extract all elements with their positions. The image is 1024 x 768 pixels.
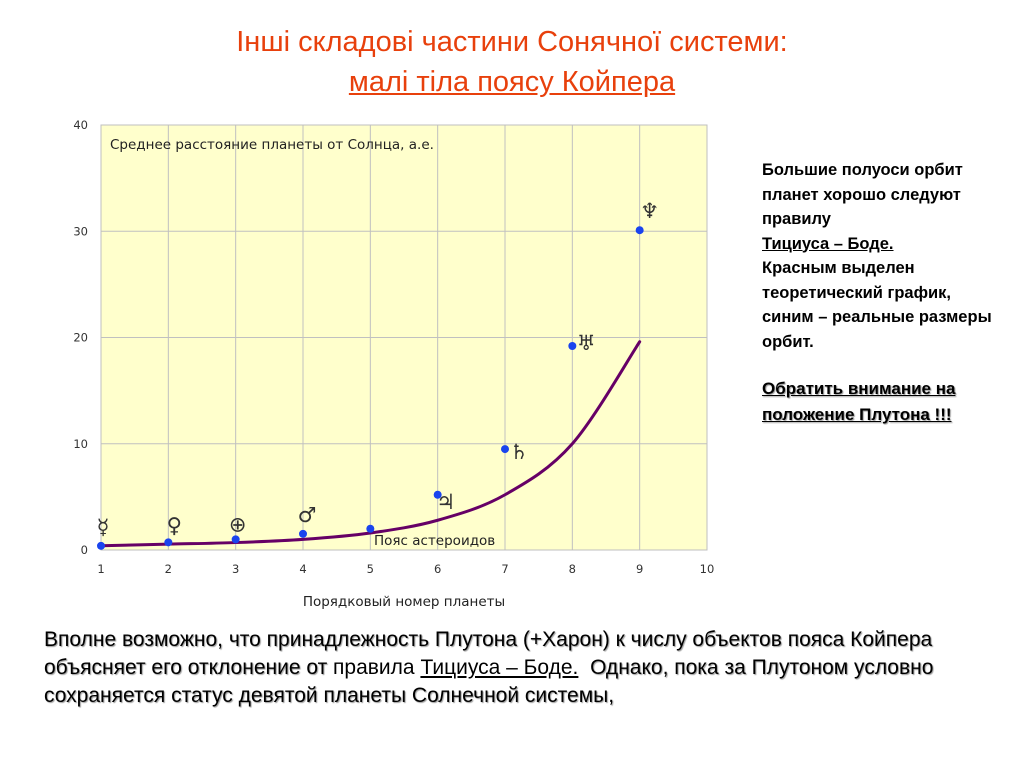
x-tick-7: 7 [501,562,508,576]
plot-frame [100,124,708,551]
y-tick-0: 0 [81,543,88,557]
chart-series [97,226,644,550]
x-tick-2: 2 [165,562,172,576]
planet-symbols: ☿ ♀ ⊕ ♂ ♃ ♄ ♅ ♆ [97,199,660,539]
x-tick-5: 5 [367,562,374,576]
orbit-point-3 [231,535,240,544]
planet-symbol-2: ♀ [167,513,182,537]
planet-symbol-7: ♄ [510,440,529,464]
y-tick-10: 10 [73,437,88,451]
side-note-text: Большие полуоси орбит планет хорошо след… [762,161,963,228]
orbit-point-5 [366,524,375,533]
bottom-text-part2: правила [333,656,415,679]
x-tick-4: 4 [299,562,306,576]
x-tick-8: 8 [569,562,576,576]
bottom-text-part1: Вполне возможно, что принадлежность Плут… [44,628,933,679]
x-tick-6: 6 [434,562,441,576]
planet-symbol-6: ♃ [436,490,455,514]
planet-symbol-9: ♆ [640,199,659,223]
orbit-point-2 [164,538,173,547]
orbit-point-6 [433,490,442,499]
side-note-text-2: Красным выделен теоретический график, си… [762,259,992,351]
bottom-text-part3: Однако, пока за Плутоном условно сохраня… [44,656,934,707]
titius-bode-bottom-link[interactable]: Тициуса – Боде. [420,656,579,679]
orbit-point-8 [568,342,577,350]
distance-chart: 1 2 3 4 5 6 7 8 9 10 0 10 20 30 40 Среднее расстояние … [44,108,734,618]
orbit-point-4 [299,529,307,538]
theoretical-curve-line [99,340,642,548]
x-tick-1: 1 [97,562,104,576]
bottom-paragraph: Вполне возможно, что принадлежность Плут… [44,626,1004,710]
slide-title-line2: малі тіла поясу Койпера [0,64,1024,100]
pluto-emphasis-link[interactable]: Обратить внимание на положение Плутона !… [762,379,956,424]
planet-symbol-3: ⊕ [229,512,247,536]
y-tick-30: 30 [73,224,88,238]
slide-subtitle-link: малі тіла поясу Койпера [348,66,676,98]
x-tick-3: 3 [232,562,239,576]
planet-symbol-1: ☿ [97,515,110,539]
x-tick-9: 9 [636,562,643,576]
asteroid-belt-label: Пояс астероидов [374,533,495,549]
side-note: Большие полуоси орбит планет хорошо след… [762,158,1002,428]
x-axis-label: Порядковый номер планеты [303,594,505,610]
x-tick-10: 10 [700,562,715,576]
orbit-point-7 [501,445,509,454]
y-tick-20: 20 [73,331,88,345]
slide-title-line1: Інші складові частини Сонячної системи: [236,26,788,58]
orbit-point-9 [635,226,644,235]
y-tick-40: 40 [73,118,88,132]
planet-symbol-4: ♂ [298,503,317,527]
orbit-point-1 [97,541,105,550]
tick-labels: 1 2 3 4 5 6 7 8 9 10 0 10 20 30 40 [73,118,714,576]
chart-title: Среднее расстояние планеты от Солнца, а.… [110,137,434,153]
planet-symbol-8: ♅ [577,331,596,355]
titius-bode-link[interactable]: Тициуса – Боде. [762,234,894,253]
